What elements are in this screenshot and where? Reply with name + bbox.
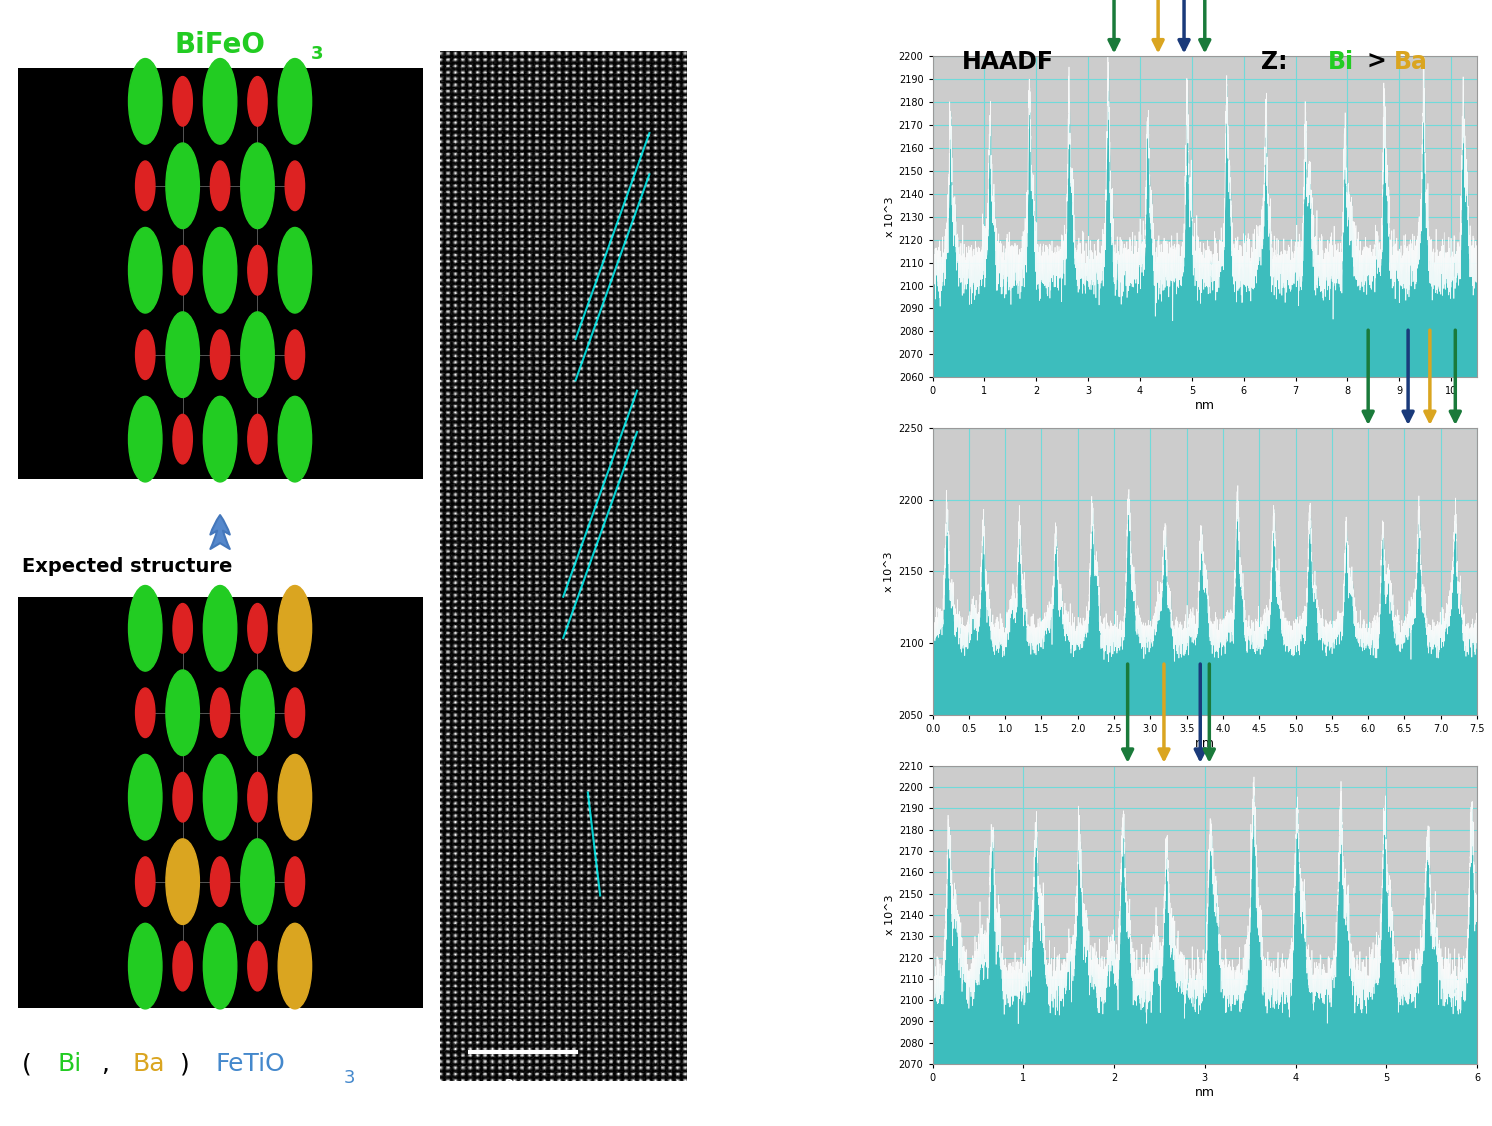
Circle shape: [278, 396, 312, 482]
Circle shape: [128, 227, 163, 313]
Text: Bi: Bi: [57, 1052, 82, 1076]
Circle shape: [128, 586, 163, 671]
Circle shape: [175, 692, 191, 733]
Circle shape: [248, 245, 267, 295]
Circle shape: [203, 586, 237, 671]
Text: 3: 3: [310, 45, 324, 63]
Circle shape: [210, 161, 230, 211]
Circle shape: [166, 839, 200, 924]
Text: (: (: [22, 1052, 31, 1076]
Text: FeTiO: FeTiO: [216, 1052, 285, 1076]
Circle shape: [248, 772, 267, 822]
Circle shape: [248, 77, 267, 126]
X-axis label: nm: nm: [1195, 399, 1214, 412]
Circle shape: [173, 772, 192, 822]
Circle shape: [240, 312, 275, 397]
Circle shape: [240, 670, 275, 756]
Circle shape: [285, 161, 304, 211]
Circle shape: [173, 414, 192, 464]
Circle shape: [278, 227, 312, 313]
Circle shape: [210, 857, 230, 906]
Circle shape: [240, 143, 275, 229]
Bar: [18, 597, 422, 1008]
Y-axis label: x 10^3: x 10^3: [885, 197, 895, 236]
Text: BiFeO: BiFeO: [175, 32, 266, 59]
Text: Ba: Ba: [133, 1052, 164, 1076]
Circle shape: [136, 688, 155, 738]
Circle shape: [175, 166, 191, 206]
Text: 2 nm: 2 nm: [506, 1078, 540, 1091]
Y-axis label: x 10^3: x 10^3: [885, 552, 894, 591]
Text: >: >: [1367, 50, 1386, 74]
Circle shape: [285, 857, 304, 906]
Text: 3: 3: [343, 1069, 355, 1087]
Text: HAADF: HAADF: [962, 50, 1055, 74]
Circle shape: [285, 688, 304, 738]
Circle shape: [173, 77, 192, 126]
Circle shape: [203, 396, 237, 482]
Y-axis label: x 10^3: x 10^3: [885, 895, 895, 935]
Text: Ba: Ba: [1394, 50, 1428, 74]
Circle shape: [248, 414, 267, 464]
Circle shape: [278, 59, 312, 144]
Circle shape: [285, 330, 304, 379]
Circle shape: [203, 754, 237, 840]
Circle shape: [203, 227, 237, 313]
Circle shape: [175, 861, 191, 902]
Text: Bi: Bi: [1328, 50, 1355, 74]
Circle shape: [210, 330, 230, 379]
Circle shape: [203, 923, 237, 1009]
Circle shape: [128, 59, 163, 144]
Circle shape: [173, 604, 192, 653]
X-axis label: nm: nm: [1195, 1085, 1214, 1099]
Circle shape: [249, 861, 266, 902]
Circle shape: [166, 670, 200, 756]
Bar: [18, 68, 422, 479]
Circle shape: [240, 839, 275, 924]
Circle shape: [249, 334, 266, 375]
Text: Z:: Z:: [1261, 50, 1304, 74]
Circle shape: [203, 59, 237, 144]
Circle shape: [175, 334, 191, 375]
Circle shape: [278, 586, 312, 671]
Circle shape: [278, 923, 312, 1009]
Circle shape: [173, 941, 192, 991]
Circle shape: [136, 857, 155, 906]
Circle shape: [128, 923, 163, 1009]
Text: Expected structure: Expected structure: [22, 557, 233, 575]
Circle shape: [248, 604, 267, 653]
Circle shape: [249, 692, 266, 733]
Circle shape: [136, 161, 155, 211]
Circle shape: [210, 688, 230, 738]
Text: ): ): [181, 1052, 189, 1076]
Circle shape: [278, 754, 312, 840]
Circle shape: [248, 941, 267, 991]
X-axis label: nm: nm: [1195, 736, 1214, 750]
Text: ,: ,: [101, 1052, 109, 1076]
Circle shape: [136, 330, 155, 379]
Circle shape: [173, 245, 192, 295]
Circle shape: [128, 396, 163, 482]
Circle shape: [249, 166, 266, 206]
Circle shape: [128, 754, 163, 840]
Circle shape: [166, 312, 200, 397]
Circle shape: [166, 143, 200, 229]
